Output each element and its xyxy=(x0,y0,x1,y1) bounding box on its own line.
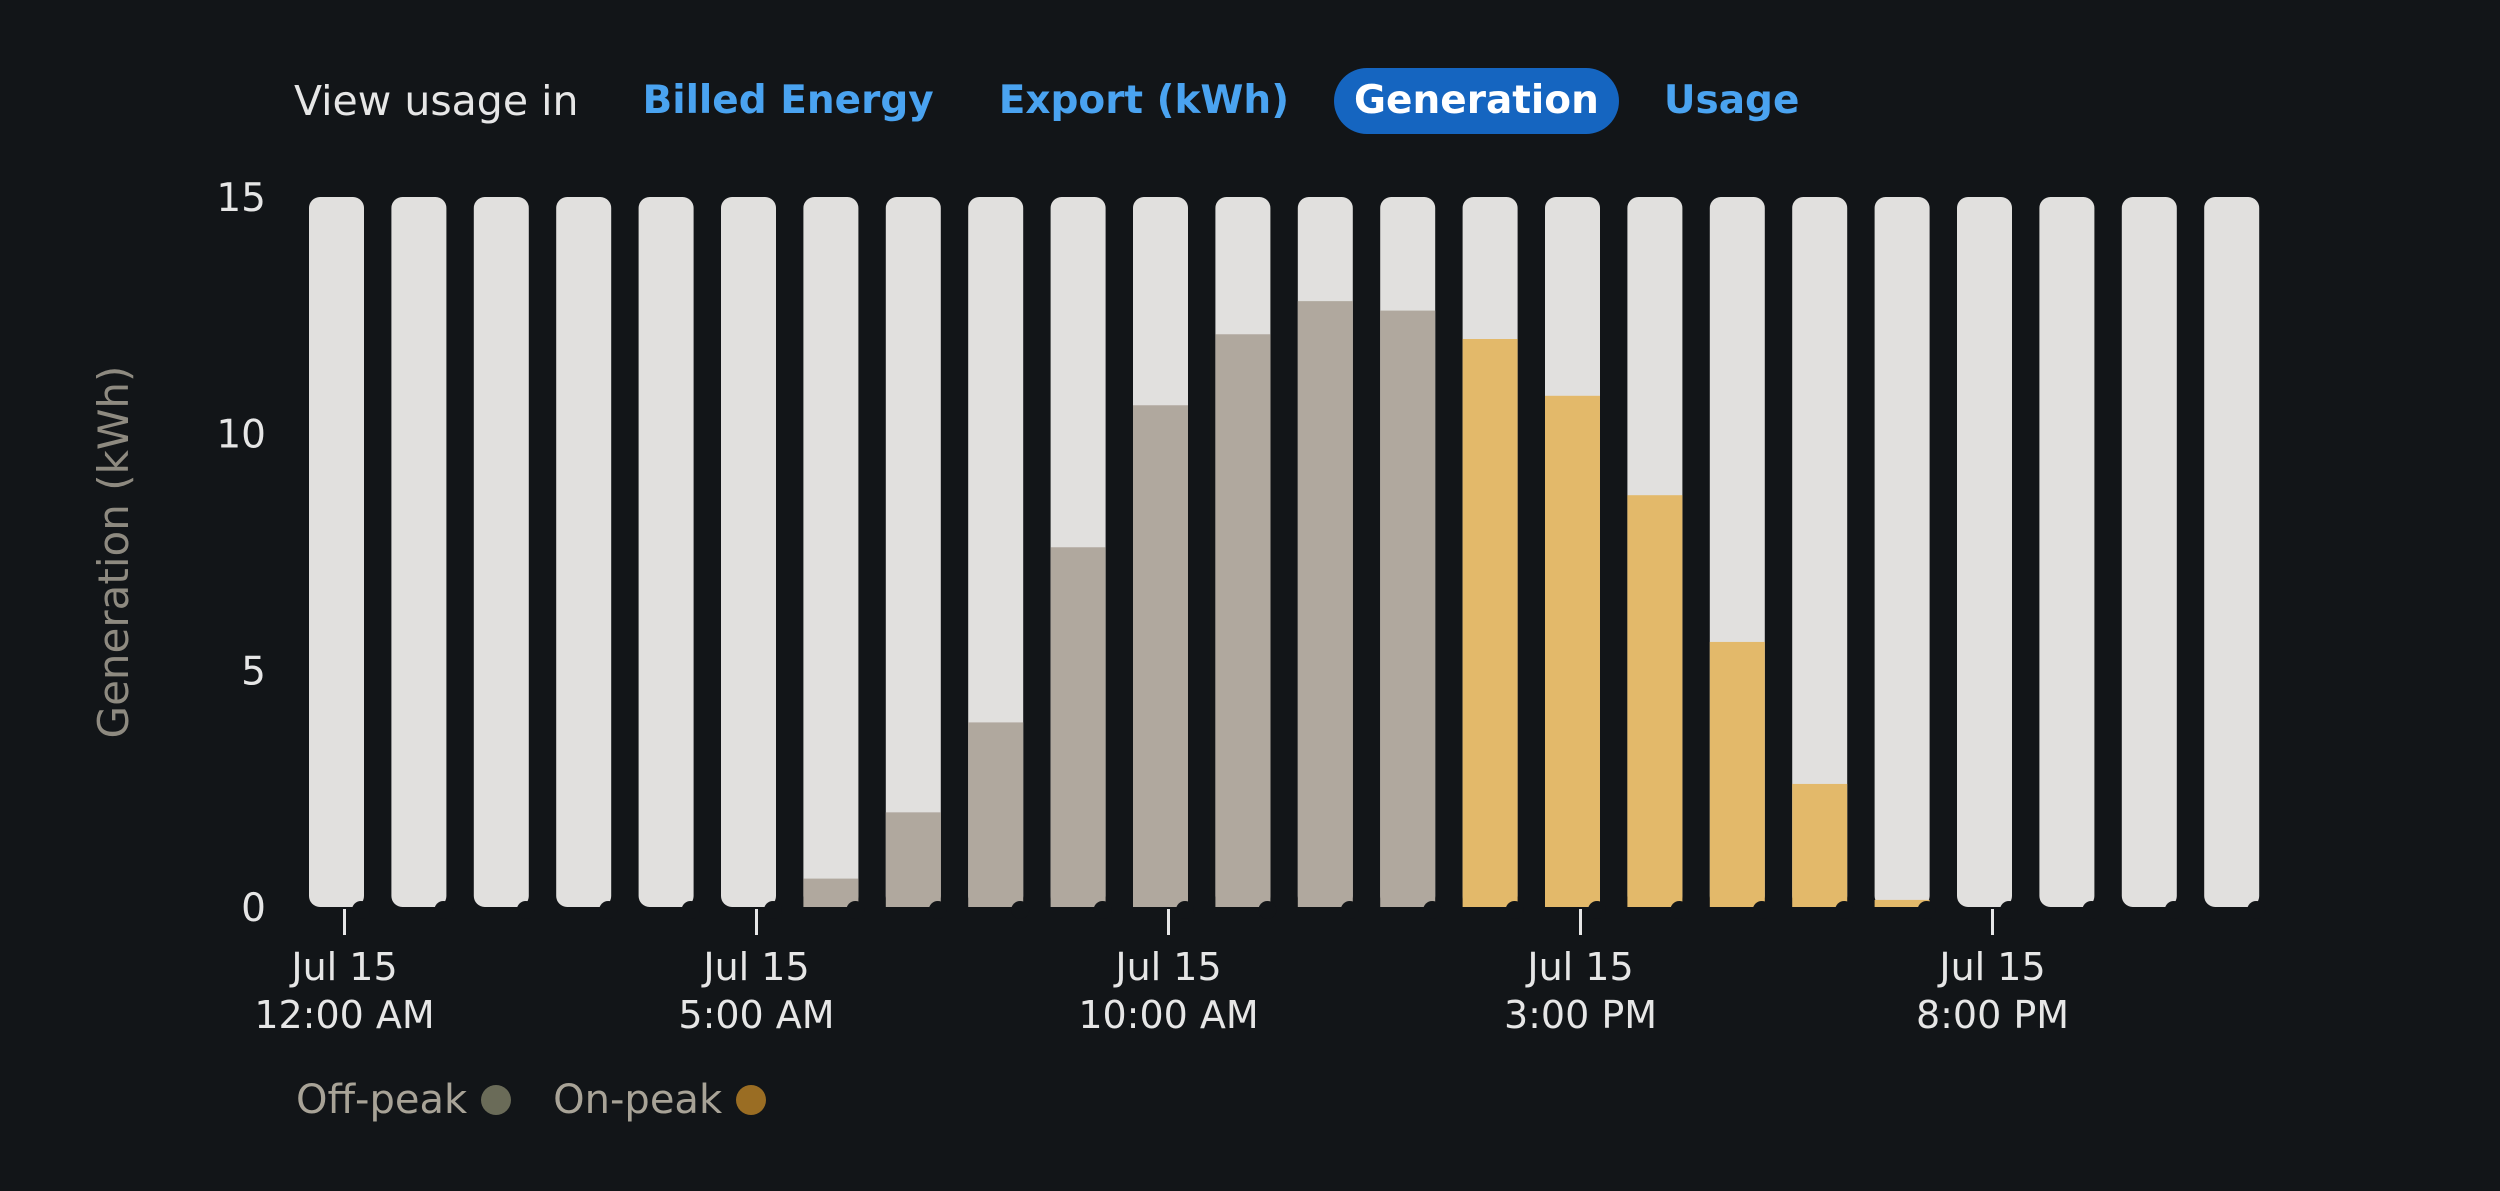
bar-notch-20 xyxy=(2000,901,2018,919)
view-usage-prefix: View usage in xyxy=(294,77,579,125)
bar-background-20 xyxy=(1957,197,2012,907)
x-tick-time-2: 10:00 AM xyxy=(1078,993,1258,1037)
bar-notch-1 xyxy=(434,901,453,919)
chart-legend: Off-peak On-peak xyxy=(296,1075,808,1125)
y-tick-label-5: 5 xyxy=(241,649,266,694)
legend-label-on-peak: On-peak xyxy=(553,1077,723,1123)
bar-notch-3 xyxy=(599,901,618,919)
tab-usage[interactable]: Usage xyxy=(1663,78,1800,123)
bar-off-peak-6 xyxy=(803,878,859,907)
bar-off-peak-13 xyxy=(1380,310,1436,908)
x-tick-time-1: 5:00 AM xyxy=(678,993,834,1037)
view-usage-selector: View usage in Billed Energy Export (kWh)… xyxy=(294,68,1844,134)
tab-billed-energy[interactable]: Billed Energy xyxy=(642,78,934,123)
bar-background-18 xyxy=(1792,197,1848,907)
bar-background-7 xyxy=(885,197,941,907)
bar-background-5 xyxy=(721,197,776,907)
x-tick-time-3: 3:00 PM xyxy=(1504,993,1657,1037)
bar-off-peak-8 xyxy=(968,722,1024,907)
tab-generation[interactable]: Generation xyxy=(1334,68,1619,134)
bar-background-3 xyxy=(556,197,612,907)
legend-dot-on-peak xyxy=(736,1085,767,1115)
x-tick-date-4: Jul 15 xyxy=(1937,945,2045,989)
bar-notch-11 xyxy=(1258,901,1277,919)
bar-notch-2 xyxy=(516,901,535,919)
bar-on-peak-14 xyxy=(1462,339,1518,907)
bar-notch-22 xyxy=(2164,901,2183,919)
x-tick-date-1: Jul 15 xyxy=(701,945,809,989)
y-axis-title: Generation (kWh) xyxy=(89,366,138,739)
bar-notch-12 xyxy=(1340,901,1359,919)
bar-background-1 xyxy=(391,197,447,907)
legend-item-on-peak[interactable]: On-peak xyxy=(553,1077,767,1123)
tab-export-kwh[interactable]: Export (kWh) xyxy=(998,78,1290,123)
bar-notch-23 xyxy=(2247,901,2266,919)
y-tick-label-10: 10 xyxy=(216,413,266,458)
bar-notch-16 xyxy=(1670,901,1689,919)
bar-on-peak-18 xyxy=(1792,783,1848,907)
bar-background-19 xyxy=(1874,197,1930,907)
legend-label-off-peak: Off-peak xyxy=(296,1077,468,1123)
bar-on-peak-17 xyxy=(1709,641,1765,907)
legend-item-off-peak[interactable]: Off-peak xyxy=(296,1077,512,1123)
bar-on-peak-16 xyxy=(1627,495,1683,907)
bar-notch-21 xyxy=(2082,901,2101,919)
y-tick-label-15: 15 xyxy=(216,176,266,221)
bar-notch-17 xyxy=(1752,901,1771,919)
legend-dot-off-peak xyxy=(481,1085,512,1115)
bar-notch-10 xyxy=(1176,901,1194,919)
bar-background-4 xyxy=(638,197,694,907)
bar-notch-9 xyxy=(1093,901,1112,919)
bar-off-peak-11 xyxy=(1215,334,1271,907)
bar-notch-13 xyxy=(1423,901,1442,919)
x-tick-date-2: Jul 15 xyxy=(1113,945,1221,989)
bar-background-23 xyxy=(2204,197,2260,907)
bar-notch-6 xyxy=(846,901,865,919)
bar-background-0 xyxy=(309,197,364,907)
bar-notch-15 xyxy=(1588,901,1606,919)
bar-off-peak-10 xyxy=(1133,405,1188,907)
bar-background-21 xyxy=(2039,197,2095,907)
bar-off-peak-9 xyxy=(1050,547,1106,907)
x-tick-date-0: Jul 15 xyxy=(289,945,397,989)
bar-notch-18 xyxy=(1835,901,1854,919)
x-tick-time-4: 8:00 PM xyxy=(1916,993,2069,1037)
bar-on-peak-15 xyxy=(1545,395,1600,907)
x-tick-time-0: 12:00 AM xyxy=(254,993,434,1037)
x-tick-date-3: Jul 15 xyxy=(1525,945,1633,989)
bar-background-6 xyxy=(803,197,859,907)
bar-on-peak-19 xyxy=(1874,899,1930,907)
bar-notch-8 xyxy=(1011,901,1030,919)
bar-background-22 xyxy=(2121,197,2177,907)
bar-off-peak-12 xyxy=(1297,301,1353,908)
bar-off-peak-7 xyxy=(885,812,941,907)
bar-notch-0 xyxy=(352,901,370,919)
bar-notch-7 xyxy=(928,901,947,919)
y-tick-label-0: 0 xyxy=(241,886,266,931)
bar-notch-19 xyxy=(1917,901,1936,919)
bar-notch-14 xyxy=(1505,901,1524,919)
bar-notch-4 xyxy=(681,901,700,919)
bar-background-2 xyxy=(473,197,529,907)
bar-notch-5 xyxy=(764,901,782,919)
